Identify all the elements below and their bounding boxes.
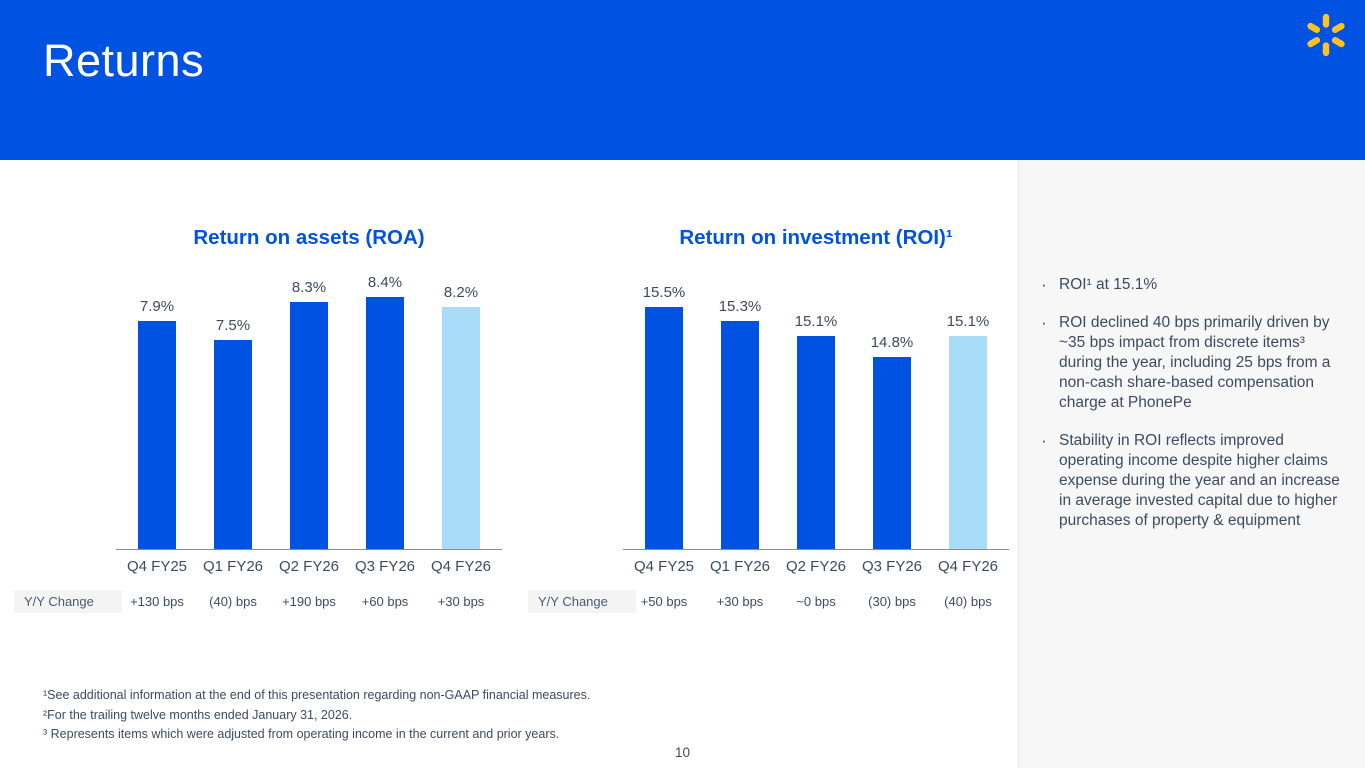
bullet-dot: · — [1041, 313, 1047, 332]
slide-title: Returns — [43, 35, 205, 86]
bar-value-label: 15.1% — [794, 313, 838, 330]
commentary-sidebar: · ROI¹ at 15.1% · ROI declined 40 bps pr… — [1018, 160, 1365, 768]
bar — [442, 307, 480, 549]
bar-value-label: 7.9% — [139, 298, 175, 315]
bar-slot: 15.1% — [778, 279, 854, 549]
bullet-text: ROI declined 40 bps primarily driven by … — [1059, 314, 1331, 411]
bar — [797, 336, 835, 549]
walmart-spark-icon — [1307, 13, 1345, 57]
bar-value-label: 15.5% — [642, 284, 686, 301]
bar — [290, 302, 328, 549]
yy-change-value: +130 bps — [130, 594, 184, 609]
bar-slot: 15.3% — [702, 279, 778, 549]
chart-title: Return on assets (ROA) — [193, 226, 425, 249]
footnotes: ¹See additional information at the end o… — [43, 686, 590, 745]
category-label: Q3 FY26 — [354, 558, 416, 575]
footnote-2: ²For the trailing twelve months ended Ja… — [43, 707, 353, 722]
bar-slot: 8.2% — [423, 279, 499, 549]
page-number: 10 — [674, 745, 691, 760]
yy-values-row: +130 bps (40) bps +190 bps +60 bps +30 bps — [119, 590, 499, 613]
bar — [214, 340, 252, 549]
bar-slot: 7.9% — [119, 279, 195, 549]
footnote-1: ¹See additional information at the end o… — [43, 688, 591, 702]
bar-value-label: 7.5% — [215, 317, 251, 334]
category-label: Q4 FY25 — [633, 558, 695, 575]
yy-change-value: (40) bps — [944, 594, 992, 609]
bar-slot: 15.1% — [930, 279, 1006, 549]
category-label: Q4 FY26 — [937, 558, 999, 575]
chart-title: Return on investment (ROI)¹ — [679, 226, 953, 249]
bar-value-label: 8.3% — [291, 279, 327, 296]
bullet-text: ROI¹ at 15.1% — [1059, 276, 1158, 293]
yy-values-row: +50 bps +30 bps ~0 bps (30) bps (40) bps — [626, 590, 1006, 613]
category-label: Q2 FY26 — [278, 558, 340, 575]
bar — [949, 336, 987, 549]
category-label: Q4 FY25 — [126, 558, 188, 575]
plot-area: 15.5% 15.3% 15.1% 14.8% 15.1% — [623, 279, 1009, 550]
bar-slot: 14.8% — [854, 279, 930, 549]
yy-change-value: +30 bps — [716, 594, 764, 609]
bar-slot: 7.5% — [195, 279, 271, 549]
yy-change-value: ~0 bps — [796, 594, 836, 609]
bar-value-label: 8.2% — [443, 284, 479, 301]
category-row: Q4 FY25 Q1 FY26 Q2 FY26 Q3 FY26 Q4 FY26 — [626, 558, 1006, 575]
yy-change-value: +30 bps — [437, 594, 485, 609]
yy-change-value: (30) bps — [868, 594, 916, 609]
category-label: Q4 FY26 — [430, 558, 492, 575]
bar-value-label: 15.1% — [946, 313, 990, 330]
bullet-item: · ROI¹ at 15.1% — [1041, 275, 1345, 295]
bar — [366, 297, 404, 549]
bullet-dot: · — [1041, 431, 1047, 450]
category-label: Q1 FY26 — [202, 558, 264, 575]
yy-change-value: +190 bps — [282, 594, 336, 609]
yy-change-value: (40) bps — [209, 594, 257, 609]
bullet-text: Stability in ROI reflects improved opera… — [1059, 432, 1340, 529]
yy-change-value: +50 bps — [640, 594, 688, 609]
bar-slot: 8.4% — [347, 274, 423, 549]
category-label: Q2 FY26 — [785, 558, 847, 575]
bar — [138, 321, 176, 549]
bullet-dot: · — [1041, 275, 1047, 294]
category-label: Q1 FY26 — [709, 558, 771, 575]
yy-change-label: Y/Y Change — [14, 590, 122, 613]
bar-value-label: 14.8% — [870, 334, 914, 351]
bar — [873, 357, 911, 549]
plot-area: 7.9% 7.5% 8.3% 8.4% 8.2% — [116, 274, 502, 550]
yy-change-label: Y/Y Change — [528, 590, 636, 613]
yy-change-value: +60 bps — [361, 594, 409, 609]
bar-value-label: 8.4% — [367, 274, 403, 291]
footnote-3: ³ Represents items which were adjusted f… — [43, 727, 560, 741]
bar-value-label: 15.3% — [718, 298, 762, 315]
bar-slot: 8.3% — [271, 279, 347, 549]
bar — [645, 307, 683, 549]
bullet-item: · ROI declined 40 bps primarily driven b… — [1041, 313, 1345, 413]
bar — [721, 321, 759, 549]
bullet-list: · ROI¹ at 15.1% · ROI declined 40 bps pr… — [1019, 160, 1365, 531]
category-label: Q3 FY26 — [861, 558, 923, 575]
category-row: Q4 FY25 Q1 FY26 Q2 FY26 Q3 FY26 Q4 FY26 — [119, 558, 499, 575]
bar-slot: 15.5% — [626, 279, 702, 549]
header-band: Returns — [0, 0, 1365, 160]
bullet-item: · Stability in ROI reflects improved ope… — [1041, 431, 1345, 531]
